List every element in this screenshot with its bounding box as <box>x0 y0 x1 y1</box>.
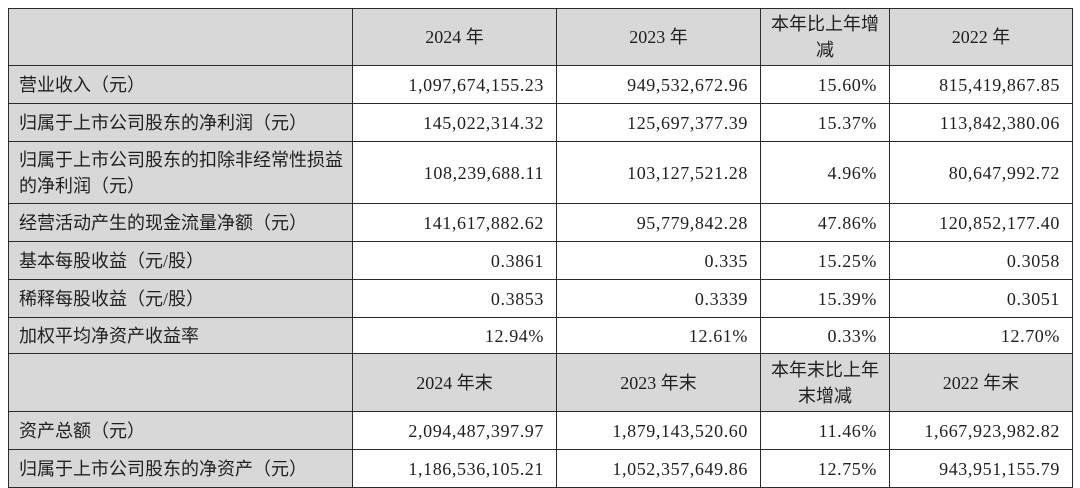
table-row-total-assets: 资产总额（元） 2,094,487,397.97 1,879,143,520.6… <box>8 411 1073 451</box>
value-change: 0.33% <box>760 317 890 355</box>
header-yearend-change: 本年末比上年末增减 <box>760 353 890 413</box>
section2-header-row: 2024 年末 2023 年末 本年末比上年末增减 2022 年末 <box>8 353 1073 413</box>
value-2024: 0.3853 <box>352 279 557 319</box>
table-row-net-profit-excl-nonrecurring: 归属于上市公司股东的扣除非经常性损益的净利润（元） 108,239,688.11… <box>8 141 1073 205</box>
value-change: 12.75% <box>760 449 890 488</box>
table-row-revenue: 营业收入（元） 1,097,674,155.23 949,532,672.96 … <box>8 65 1073 105</box>
value-change: 11.46% <box>760 411 890 451</box>
value-2024: 108,239,688.11 <box>352 141 557 205</box>
value-change: 15.25% <box>760 241 890 281</box>
value-2022: 120,852,177.40 <box>889 203 1073 243</box>
table-row-diluted-eps: 稀释每股收益（元/股） 0.3853 0.3339 15.39% 0.3051 <box>8 279 1073 319</box>
value-2024: 12.94% <box>352 317 557 355</box>
value-2022: 113,842,380.06 <box>889 103 1073 143</box>
value-2022: 0.3051 <box>889 279 1073 319</box>
value-change: 15.37% <box>760 103 890 143</box>
section1-header-row: 2024 年 2023 年 本年比上年增减 2022 年 <box>8 7 1073 67</box>
row-label: 资产总额（元） <box>8 411 353 451</box>
header-2022-yearend: 2022 年末 <box>889 353 1073 413</box>
corner-cell <box>8 7 353 67</box>
header-2023-yearend: 2023 年末 <box>556 353 761 413</box>
value-2022: 0.3058 <box>889 241 1073 281</box>
row-label: 经营活动产生的现金流量净额（元） <box>8 203 353 243</box>
row-label: 归属于上市公司股东的净资产（元） <box>8 449 353 488</box>
header-2023: 2023 年 <box>556 7 761 67</box>
value-2022: 12.70% <box>889 317 1073 355</box>
value-change: 47.86% <box>760 203 890 243</box>
table-row-net-profit: 归属于上市公司股东的净利润（元） 145,022,314.32 125,697,… <box>8 103 1073 143</box>
row-label: 归属于上市公司股东的扣除非经常性损益的净利润（元） <box>8 141 353 205</box>
value-2024: 2,094,487,397.97 <box>352 411 557 451</box>
value-2023: 95,779,842.28 <box>556 203 761 243</box>
value-2024: 0.3861 <box>352 241 557 281</box>
value-2024: 1,186,536,105.21 <box>352 449 557 488</box>
value-2023: 949,532,672.96 <box>556 65 761 105</box>
row-label: 稀释每股收益（元/股） <box>8 279 353 319</box>
value-2024: 145,022,314.32 <box>352 103 557 143</box>
value-2022: 815,419,867.85 <box>889 65 1073 105</box>
value-2024: 141,617,882.62 <box>352 203 557 243</box>
header-2024-yearend: 2024 年末 <box>352 353 557 413</box>
table-row-net-assets: 归属于上市公司股东的净资产（元） 1,186,536,105.21 1,052,… <box>8 449 1073 488</box>
value-2023: 125,697,377.39 <box>556 103 761 143</box>
value-change: 15.39% <box>760 279 890 319</box>
header-yoy-change: 本年比上年增减 <box>760 7 890 67</box>
row-label: 加权平均净资产收益率 <box>8 317 353 355</box>
value-change: 15.60% <box>760 65 890 105</box>
value-2022: 1,667,923,982.82 <box>889 411 1073 451</box>
value-2023: 12.61% <box>556 317 761 355</box>
value-2022: 80,647,992.72 <box>889 141 1073 205</box>
financial-summary-table: 2024 年 2023 年 本年比上年增减 2022 年 营业收入（元） 1,0… <box>8 7 1073 488</box>
corner-cell <box>8 353 353 413</box>
header-2022: 2022 年 <box>889 7 1073 67</box>
value-2022: 943,951,155.79 <box>889 449 1073 488</box>
value-2024: 1,097,674,155.23 <box>352 65 557 105</box>
table-row-weighted-avg-roe: 加权平均净资产收益率 12.94% 12.61% 0.33% 12.70% <box>8 317 1073 355</box>
table-row-basic-eps: 基本每股收益（元/股） 0.3861 0.335 15.25% 0.3058 <box>8 241 1073 281</box>
value-2023: 0.335 <box>556 241 761 281</box>
row-label: 基本每股收益（元/股） <box>8 241 353 281</box>
value-2023: 103,127,521.28 <box>556 141 761 205</box>
value-2023: 1,879,143,520.60 <box>556 411 761 451</box>
value-2023: 0.3339 <box>556 279 761 319</box>
table-row-operating-cash-flow: 经营活动产生的现金流量净额（元） 141,617,882.62 95,779,8… <box>8 203 1073 243</box>
header-2024: 2024 年 <box>352 7 557 67</box>
row-label: 归属于上市公司股东的净利润（元） <box>8 103 353 143</box>
row-label: 营业收入（元） <box>8 65 353 105</box>
value-change: 4.96% <box>760 141 890 205</box>
value-2023: 1,052,357,649.86 <box>556 449 761 488</box>
